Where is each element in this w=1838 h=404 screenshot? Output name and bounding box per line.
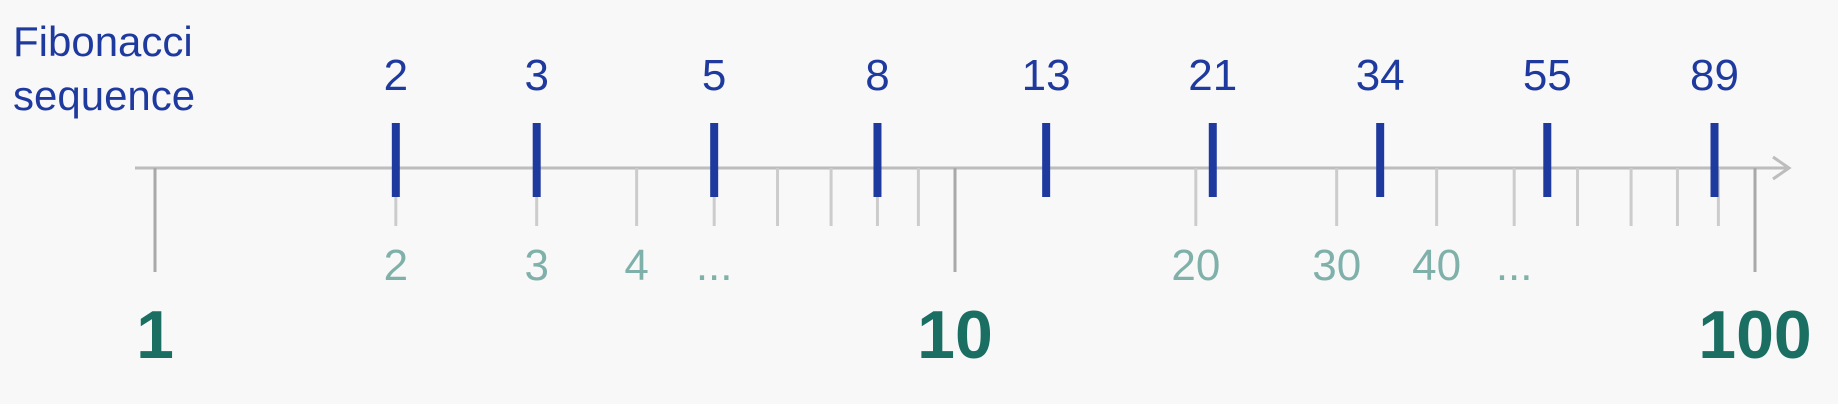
fibonacci-label: 21 (1188, 51, 1237, 100)
major-tick-labels: 1 10 100 (136, 297, 1812, 373)
axis (135, 155, 1792, 181)
fibonacci-label: 2 (384, 51, 408, 100)
major-tick-label: 10 (917, 297, 993, 373)
fibonacci-label: 89 (1690, 51, 1739, 100)
title-line-1: Fibonacci (13, 18, 193, 65)
fibonacci-label: 3 (524, 51, 548, 100)
minor-tick-labels: 2 3 4... 20 30 40... (384, 241, 1533, 290)
minor-tick-label: 3 (524, 241, 548, 290)
fibonacci-label: 34 (1356, 51, 1405, 100)
minor-tick-label: ... (696, 241, 733, 290)
axis-arrowhead (1772, 155, 1792, 181)
major-tick-label: 1 (136, 297, 174, 373)
title-line-2: sequence (13, 72, 195, 119)
major-ticks (153, 168, 1757, 272)
fibonacci-label: 13 (1022, 51, 1071, 100)
minor-tick-label: 40 (1412, 241, 1461, 290)
minor-tick-label: 2 (384, 241, 408, 290)
fibonacci-label: 55 (1523, 51, 1572, 100)
minor-tick-label: 30 (1312, 241, 1361, 290)
minor-tick-label: 4 (624, 241, 648, 290)
minor-tick-label: ... (1496, 241, 1533, 290)
fibonacci-marks: 2 3 5 8 13 21 34 55 89 (384, 51, 1739, 197)
minor-tick-label: 20 (1171, 241, 1220, 290)
fibonacci-label: 8 (865, 51, 889, 100)
major-tick-label: 100 (1698, 297, 1811, 373)
minor-ticks (394, 168, 1720, 226)
fibonacci-label: 5 (702, 51, 726, 100)
